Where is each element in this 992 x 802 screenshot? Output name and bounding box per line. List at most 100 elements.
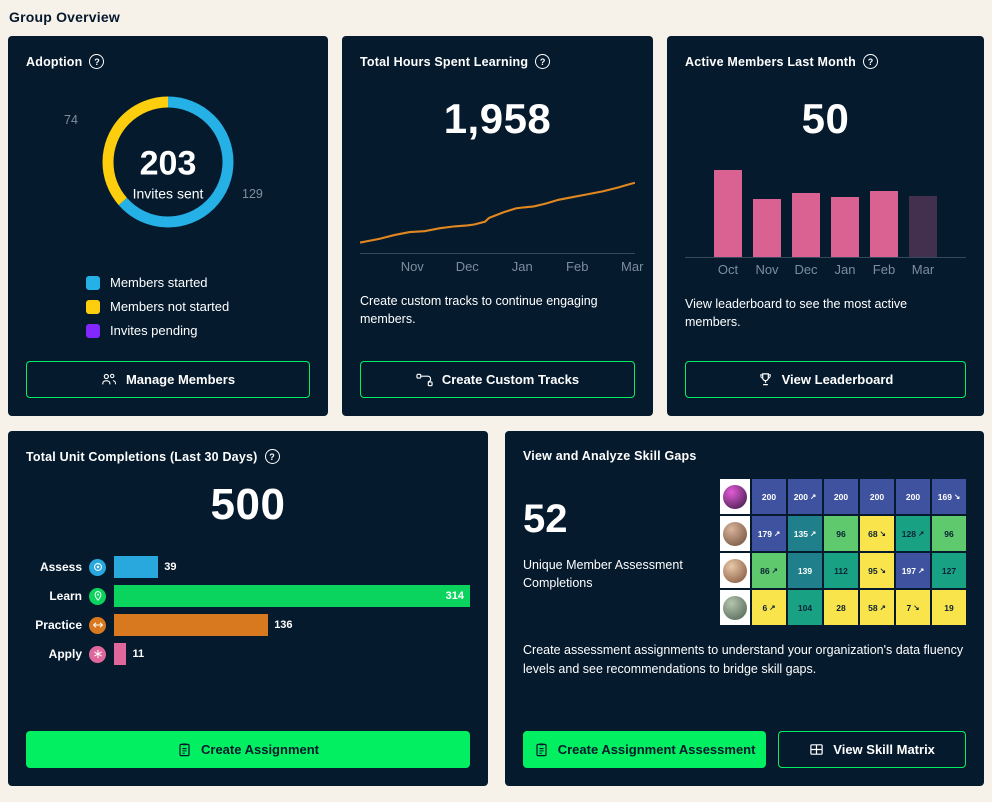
hours-trend-line [360, 181, 635, 244]
unit-completions-card: Total Unit Completions (Last 30 Days) ? … [8, 431, 488, 786]
hours-caption: Create custom tracks to continue engagin… [360, 294, 598, 327]
x-tick-label: Mar [911, 262, 935, 277]
hours-x-axis: Nov Dec Jan Feb Mar [360, 253, 643, 274]
legend-item: Members not started [86, 299, 310, 314]
assessment-completions-value: 52 [523, 497, 568, 541]
heatmap-cell: 200 [860, 479, 894, 514]
heatmap-cell: 19 [932, 590, 966, 625]
bar-assess [114, 556, 159, 578]
donut-ring [102, 96, 234, 228]
heatmap-cell: 200 [752, 479, 786, 514]
not-started-count: 74 [64, 113, 78, 127]
heatmap-cell: 6 ↗ [752, 590, 786, 625]
member-avatar-cell [720, 479, 750, 514]
active-members-bar-chart [685, 167, 966, 257]
bar-zone: 136 [114, 614, 470, 636]
row-label: Assess [39, 560, 82, 574]
bar-zone: 39 [114, 556, 470, 578]
active-card-header: Active Members Last Month ? [685, 54, 966, 69]
completion-row-assess: Assess 39 [26, 556, 470, 578]
help-icon[interactable]: ? [863, 54, 879, 69]
trend-up-icon: ↗ [771, 566, 778, 575]
help-icon[interactable]: ? [264, 449, 280, 464]
row-label: Learn [49, 589, 82, 603]
avatar [723, 595, 747, 620]
total-completions-value: 500 [210, 480, 286, 529]
bar-zone: 314 [114, 585, 470, 607]
manage-members-button[interactable]: Manage Members [26, 361, 310, 398]
heatmap-cell: 58 ↗ [860, 590, 894, 625]
hours-card-title: Total Hours Spent Learning [360, 54, 529, 69]
started-count: 129 [242, 187, 263, 201]
create-assignment-assessment-label: Create Assignment Assessment [557, 742, 756, 757]
completion-row-apply: Apply 11 [26, 643, 470, 665]
avatar [723, 484, 747, 509]
help-icon[interactable]: ? [89, 54, 105, 69]
active-caption: View leaderboard to see the most active … [685, 297, 908, 330]
x-tick-label: Feb [872, 262, 896, 277]
assess-icon [89, 558, 106, 576]
view-skill-matrix-button[interactable]: View Skill Matrix [778, 731, 966, 768]
skills-stat-block: 52 Unique Member Assessment Completions [523, 475, 708, 625]
help-icon[interactable]: ? [535, 54, 551, 69]
heatmap-cell: 200 ↗ [788, 479, 822, 514]
create-assignment-button[interactable]: Create Assignment [26, 731, 470, 768]
active-x-axis: Oct Nov Dec Jan Feb Mar [685, 257, 966, 277]
bar-value: 136 [274, 619, 293, 631]
total-hours-value: 1,958 [443, 95, 552, 142]
adoption-card-title: Adoption [26, 54, 83, 69]
skills-card-header: View and Analyze Skill Gaps [523, 449, 966, 463]
view-leaderboard-label: View Leaderboard [781, 372, 894, 387]
trend-up-icon: ↗ [809, 529, 817, 538]
trend-up-icon: ↗ [769, 603, 776, 612]
bar-mar [909, 196, 937, 257]
manage-members-label: Manage Members [125, 372, 236, 387]
x-tick-label: Nov [400, 259, 424, 274]
trophy-icon [758, 372, 773, 387]
bottom-cards-row: Total Unit Completions (Last 30 Days) ? … [8, 431, 984, 786]
create-assignment-label: Create Assignment [201, 742, 319, 757]
trend-down-icon: ↘ [953, 492, 961, 501]
x-tick-label: Nov [755, 262, 779, 277]
donut-segment [102, 96, 234, 228]
bar-practice [114, 614, 269, 636]
hours-card-header: Total Hours Spent Learning ? [360, 54, 635, 69]
heatmap-cell: 135 ↗ [788, 516, 822, 551]
heatmap-cell: 200 [824, 479, 858, 514]
bar-value: 11 [132, 648, 145, 660]
x-tick-label: Jan [511, 259, 533, 274]
bar-feb [870, 191, 898, 257]
donut-center: 203 Invites sent [133, 145, 204, 202]
legend-swatch [86, 275, 100, 290]
heatmap-cell: 169 ↘ [932, 479, 966, 514]
trend-up-icon: ↗ [879, 603, 886, 612]
heatmap-cell: 86 ↗ [752, 553, 786, 588]
heatmap-cell: 112 [824, 553, 858, 588]
create-custom-tracks-button[interactable]: Create Custom Tracks [360, 361, 635, 398]
legend-label: Members started [110, 275, 208, 290]
heatmap-cell: 7 ↘ [896, 590, 930, 625]
legend-swatch [86, 323, 100, 338]
x-tick-label: Oct [717, 262, 739, 277]
apply-icon [89, 645, 106, 663]
completions-card-header: Total Unit Completions (Last 30 Days) ? [26, 449, 470, 464]
adoption-card: Adoption ? 203 Invites sent 74 129 Membe… [8, 36, 328, 416]
trend-down-icon: ↘ [879, 529, 886, 538]
heatmap-cell: 96 [932, 516, 966, 551]
x-tick-label: Feb [566, 259, 589, 274]
page-title: Group Overview [9, 9, 120, 25]
bar-apply [114, 643, 127, 665]
adoption-legend: Members started Members not started Invite… [86, 275, 310, 347]
view-leaderboard-button[interactable]: View Leaderboard [685, 361, 966, 398]
total-hours-card: Total Hours Spent Learning ? 1,958 Nov De… [342, 36, 653, 416]
legend-label: Members not started [110, 299, 230, 314]
member-avatar-cell [720, 516, 750, 551]
bar-value: 314 [445, 590, 464, 602]
invites-sent-value: 203 [139, 144, 197, 183]
learn-icon [89, 587, 106, 605]
adoption-donut-chart: 203 Invites sent 74 129 [26, 87, 310, 259]
x-tick-label: Dec [455, 259, 479, 274]
hours-line-chart: Nov Dec Jan Feb Mar [360, 177, 643, 274]
create-assignment-assessment-button[interactable]: Create Assignment Assessment [523, 731, 767, 768]
practice-icon [89, 616, 106, 634]
